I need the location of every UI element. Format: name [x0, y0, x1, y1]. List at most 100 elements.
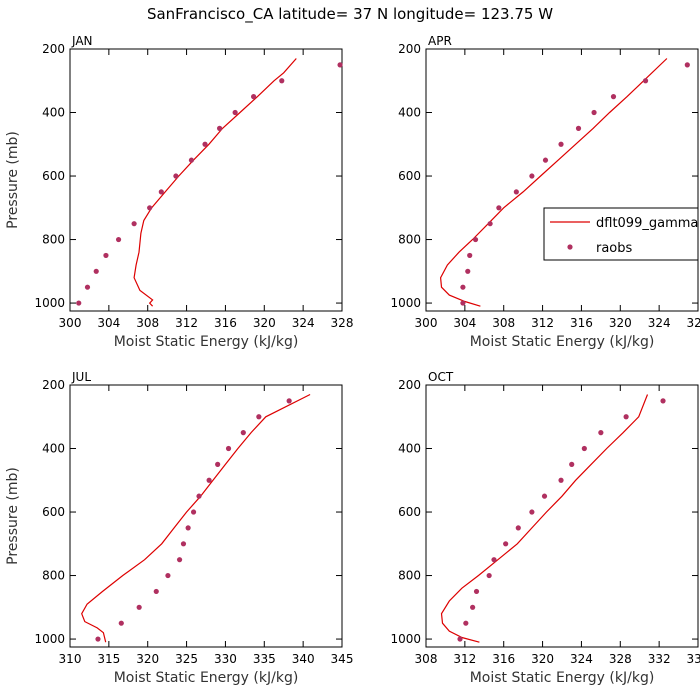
obs-point: [103, 252, 109, 259]
obs-point: [503, 541, 509, 547]
x-tick-label: 304: [453, 316, 476, 330]
obs-point: [185, 525, 191, 531]
panel-jul: JUL 310 315 320 325 330 335 340 345 200 400 600 800 1…: [5, 370, 353, 686]
y-tick-label: 600: [42, 505, 65, 519]
obs-point: [118, 620, 124, 626]
obs-point: [541, 493, 548, 499]
y-tick-label: 600: [398, 505, 421, 519]
obs-point: [487, 221, 493, 227]
x-tick-label: 332: [648, 652, 671, 666]
y-tick-label: 600: [398, 169, 421, 183]
x-tick-label: 328: [609, 652, 632, 666]
obs-point: [467, 252, 473, 259]
plot-frame: [69, 384, 343, 648]
x-tick-label: 300: [415, 316, 438, 330]
y-tick-label: 1000: [390, 296, 421, 310]
panel-label: JAN: [71, 34, 93, 48]
x-tick-label: 340: [292, 652, 315, 666]
y-tick-label: 200: [42, 42, 65, 56]
x-tick-label: 308: [492, 316, 515, 330]
x-tick-label: 312: [531, 316, 554, 330]
plot-frame: [69, 48, 343, 312]
legend-box: [543, 207, 699, 261]
obs-point: [95, 636, 101, 642]
obs-point: [642, 78, 649, 84]
x-tick-label: 320: [531, 652, 554, 666]
obs-point: [513, 189, 519, 195]
obs-point: [131, 221, 137, 227]
y-axis-label: Pressure (mb): [5, 131, 21, 229]
y-axis-label: Pressure (mb): [5, 467, 21, 565]
panel-apr: APR 300 304 308 312 316 320 324 328 200 400 600 800 1…: [390, 34, 700, 350]
chart-title: SanFrancisco_CA latitude= 37 N longitude…: [147, 5, 553, 24]
obs-point: [473, 588, 480, 595]
obs-point: [180, 541, 187, 547]
legend-dot-swatch: [567, 244, 573, 250]
obs-point: [165, 572, 171, 579]
obs-point: [225, 445, 232, 452]
obs-point: [470, 604, 476, 610]
x-tick-label: 330: [214, 652, 237, 666]
obs-point: [202, 141, 208, 147]
obs-point: [115, 236, 122, 243]
obs-point: [251, 94, 257, 100]
obs-point: [286, 398, 292, 404]
obs-point: [591, 109, 597, 116]
y-tick-label: 800: [42, 569, 65, 583]
obs-point: [158, 189, 164, 195]
obs-point: [472, 236, 479, 243]
obs-point: [457, 636, 463, 642]
obs-point: [136, 604, 142, 610]
plot-frame: [425, 48, 699, 312]
obs-point: [486, 572, 492, 579]
obs-point: [460, 284, 466, 290]
y-tick-label: 400: [42, 106, 65, 120]
obs-point: [598, 430, 604, 436]
obs-point: [529, 509, 535, 515]
legend-model-label: dflt099_gamma: [596, 216, 698, 231]
x-tick-label: 308: [136, 316, 159, 330]
x-tick-label: 328: [331, 316, 354, 330]
obs-point: [569, 461, 575, 467]
y-tick-label: 600: [42, 169, 65, 183]
series-line-model: [81, 393, 311, 643]
obs-point: [542, 157, 549, 163]
x-tick-label: 315: [97, 652, 120, 666]
y-tick-label: 400: [398, 442, 421, 456]
x-tick-label: 320: [136, 652, 159, 666]
x-tick-label: 336: [687, 652, 700, 666]
x-tick-label: 316: [492, 652, 515, 666]
obs-point: [84, 284, 91, 290]
obs-point: [147, 205, 153, 211]
x-tick-label: 304: [97, 316, 120, 330]
obs-point: [684, 62, 690, 68]
x-axis-label: Moist Static Energy (kJ/kg): [470, 670, 655, 686]
obs-point: [215, 461, 221, 467]
x-tick-label: 310: [59, 652, 82, 666]
y-tick-label: 1000: [390, 632, 421, 646]
obs-point: [558, 141, 564, 147]
x-axis-label: Moist Static Energy (kJ/kg): [114, 670, 299, 686]
x-tick-label: 345: [331, 652, 354, 666]
plot-frame: [425, 384, 699, 648]
y-tick-label: 200: [398, 42, 421, 56]
x-axis-label: Moist Static Energy (kJ/kg): [114, 334, 299, 350]
panel-oct: OCT 308 312 316 320 324 328 332 336 200 400 600 800 1…: [390, 370, 700, 686]
x-tick-label: 300: [59, 316, 82, 330]
x-axis-label: Moist Static Energy (kJ/kg): [470, 334, 655, 350]
obs-point: [93, 268, 99, 274]
obs-point: [153, 588, 159, 595]
y-tick-label: 200: [398, 378, 421, 392]
x-tick-label: 324: [648, 316, 671, 330]
obs-point: [496, 205, 502, 211]
x-tick-label: 312: [175, 316, 198, 330]
y-tick-label: 1000: [34, 632, 65, 646]
obs-point: [460, 300, 466, 306]
obs-point: [76, 300, 82, 306]
obs-point: [660, 398, 666, 404]
obs-point: [279, 78, 285, 84]
obs-point: [558, 477, 564, 483]
legend-obs-label: raobs: [596, 241, 633, 256]
y-tick-label: 400: [398, 106, 421, 120]
